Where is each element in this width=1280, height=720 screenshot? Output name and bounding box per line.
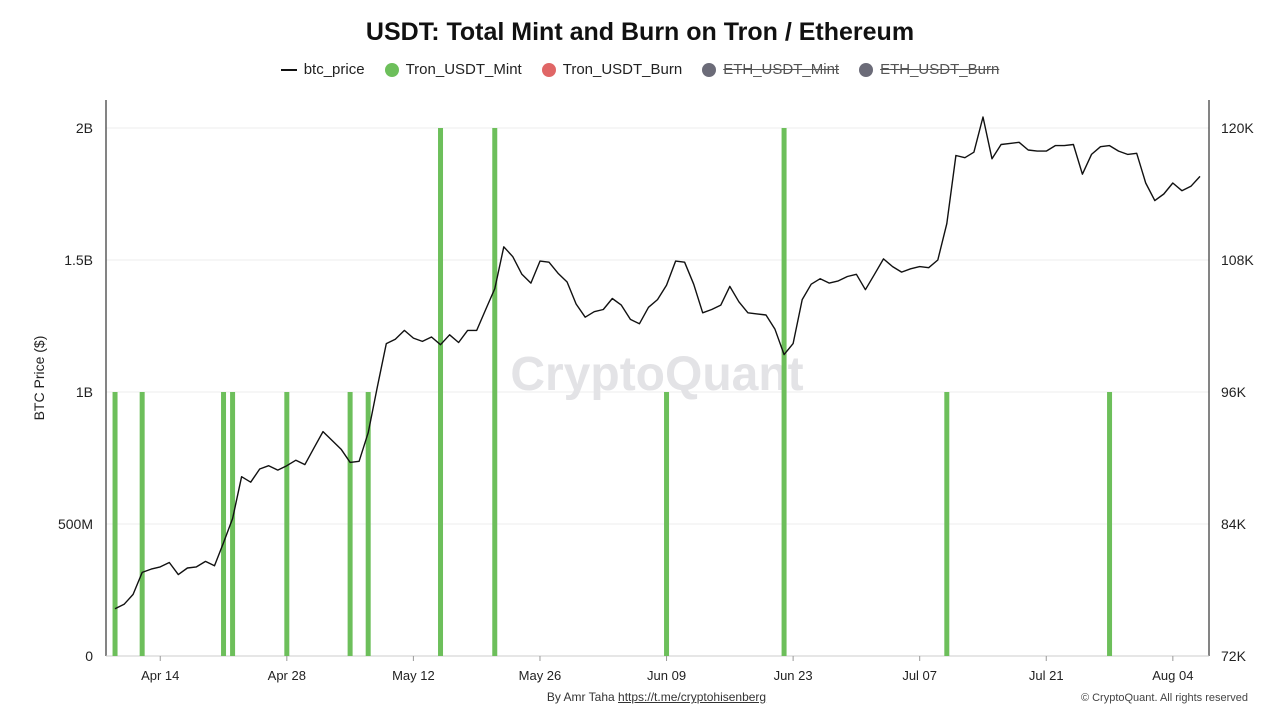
mint-bar[interactable] bbox=[664, 392, 670, 656]
x-tick-label: Jun 23 bbox=[774, 668, 813, 683]
chart-title: USDT: Total Mint and Burn on Tron / Ethe… bbox=[365, 18, 915, 46]
legend-swatch bbox=[859, 62, 874, 77]
legend-item-eth-usdt-burn[interactable]: ETH_USDT_Burn bbox=[859, 61, 999, 78]
chart-legend: btc_price Tron_USDT_Mint Tron_USDT_Burn ETH… bbox=[0, 61, 1280, 78]
y-right-tick-label: 72K bbox=[1221, 648, 1247, 664]
mint-bar[interactable] bbox=[781, 128, 787, 656]
legend-swatch bbox=[702, 62, 717, 77]
y-axis-label: BTC Price ($) bbox=[31, 336, 47, 421]
legend-swatch bbox=[280, 68, 297, 71]
mint-bar[interactable] bbox=[221, 392, 227, 656]
legend-item-btc-price[interactable]: btc_price bbox=[280, 61, 365, 78]
y-left-tick-label: 1B bbox=[76, 384, 93, 400]
author-name: By Amr Taha bbox=[546, 690, 615, 704]
y-right-tick-label: 96K bbox=[1221, 384, 1247, 400]
btc-price-line[interactable] bbox=[114, 116, 1201, 610]
watermark: CryptoQuant bbox=[510, 348, 803, 401]
author-link[interactable]: https://t.me/cryptohisenberg bbox=[618, 690, 767, 704]
mint-bar[interactable] bbox=[1107, 392, 1113, 656]
x-tick-label: May 12 bbox=[392, 668, 435, 683]
x-tick-label: Jun 09 bbox=[647, 668, 686, 683]
y-left-tick-label: 500M bbox=[58, 516, 93, 532]
legend-item-tron-usdt-burn[interactable]: Tron_USDT_Burn bbox=[541, 61, 683, 78]
y-left-tick-label: 1.5B bbox=[64, 252, 93, 268]
x-tick-label: Aug 04 bbox=[1152, 668, 1193, 683]
copyright-notice: © CryptoQuant. All rights reserved bbox=[1080, 692, 1248, 704]
legend-swatch bbox=[384, 62, 399, 77]
mint-bar[interactable] bbox=[284, 392, 290, 656]
x-tick-label: Jul 21 bbox=[1029, 668, 1064, 683]
legend-label: ETH_USDT_Mint bbox=[723, 61, 840, 78]
legend-label: Tron_USDT_Mint bbox=[405, 61, 522, 78]
x-tick-label: Jul 07 bbox=[902, 668, 937, 683]
mint-bar[interactable] bbox=[438, 128, 444, 656]
legend-swatch bbox=[541, 62, 556, 77]
legend-item-tron-usdt-mint[interactable]: Tron_USDT_Mint bbox=[384, 61, 522, 78]
x-tick-label: Apr 14 bbox=[141, 668, 179, 683]
mint-bar[interactable] bbox=[944, 392, 950, 656]
legend-label: ETH_USDT_Burn bbox=[880, 61, 1000, 78]
y-right-tick-label: 108K bbox=[1221, 252, 1254, 268]
x-tick-label: Apr 28 bbox=[268, 668, 306, 683]
mint-bar[interactable] bbox=[347, 392, 353, 656]
footer-author: By Amr Taha https://t.me/cryptohisenberg bbox=[0, 690, 1280, 704]
legend-label: btc_price bbox=[303, 61, 365, 78]
x-tick-label: May 26 bbox=[519, 668, 562, 683]
mint-bar[interactable] bbox=[365, 392, 371, 656]
mint-bar[interactable] bbox=[492, 128, 498, 656]
y-right-tick-label: 84K bbox=[1221, 516, 1247, 532]
y-left-tick-label: 0 bbox=[85, 648, 93, 664]
legend-label: Tron_USDT_Burn bbox=[562, 61, 683, 78]
mint-bar[interactable] bbox=[112, 392, 118, 656]
mint-bar[interactable] bbox=[139, 392, 145, 656]
legend-item-eth-usdt-mint[interactable]: ETH_USDT_Mint bbox=[702, 61, 839, 78]
y-right-tick-label: 120K bbox=[1221, 120, 1254, 136]
y-left-tick-label: 2B bbox=[76, 120, 93, 136]
mint-bar[interactable] bbox=[230, 392, 236, 656]
